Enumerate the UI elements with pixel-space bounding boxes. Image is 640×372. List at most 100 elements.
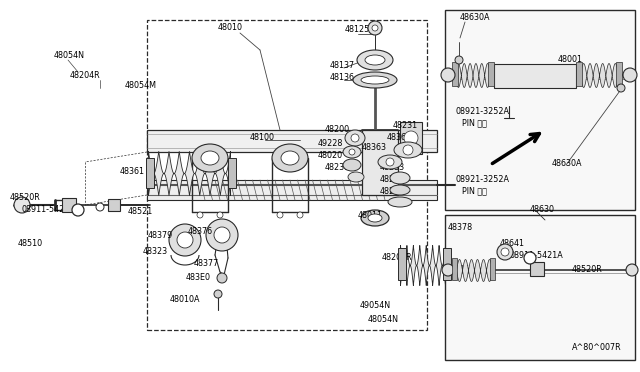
Text: 08911-5421A: 08911-5421A <box>22 205 76 215</box>
Ellipse shape <box>343 159 361 171</box>
Text: 48520R: 48520R <box>572 266 603 275</box>
Ellipse shape <box>192 144 228 172</box>
Text: 48362: 48362 <box>387 132 412 141</box>
Circle shape <box>214 290 222 298</box>
Text: N: N <box>76 208 81 212</box>
Ellipse shape <box>169 224 201 256</box>
Circle shape <box>351 134 359 142</box>
Bar <box>445 215 635 360</box>
Text: 48630A: 48630A <box>460 13 490 22</box>
Circle shape <box>277 212 283 218</box>
Circle shape <box>372 25 378 31</box>
Ellipse shape <box>345 130 365 146</box>
Ellipse shape <box>206 219 238 251</box>
Text: 48137: 48137 <box>330 61 355 70</box>
Circle shape <box>197 212 203 218</box>
Text: N: N <box>527 256 532 260</box>
Text: 48376: 48376 <box>188 228 213 237</box>
Text: 48236: 48236 <box>380 187 405 196</box>
Text: 48233: 48233 <box>380 164 405 173</box>
Bar <box>400 122 422 154</box>
Ellipse shape <box>348 172 364 182</box>
Text: 08911-5421A: 08911-5421A <box>510 250 564 260</box>
Ellipse shape <box>361 76 389 84</box>
Text: 48136: 48136 <box>330 74 355 83</box>
Text: 49054N: 49054N <box>360 301 391 310</box>
Bar <box>530 262 544 276</box>
Ellipse shape <box>365 55 385 65</box>
Text: 48377: 48377 <box>194 259 220 267</box>
Text: 48100: 48100 <box>250 134 275 142</box>
Circle shape <box>455 56 463 64</box>
Circle shape <box>386 158 394 166</box>
Circle shape <box>368 21 382 35</box>
Bar <box>62 198 76 212</box>
Bar <box>147 180 437 200</box>
Bar <box>228 158 236 188</box>
Text: 48011: 48011 <box>358 211 383 219</box>
Bar <box>443 248 451 280</box>
Text: 48020: 48020 <box>318 151 343 160</box>
Ellipse shape <box>281 151 299 165</box>
Text: 48239: 48239 <box>325 163 350 171</box>
Text: 08921-3252A: 08921-3252A <box>456 176 510 185</box>
Text: 48378: 48378 <box>448 224 473 232</box>
Circle shape <box>349 149 355 155</box>
Bar <box>147 130 437 152</box>
Text: 48630A: 48630A <box>552 158 582 167</box>
Bar <box>452 62 458 86</box>
Bar <box>398 248 406 280</box>
Text: 483E0: 483E0 <box>186 273 211 282</box>
Ellipse shape <box>201 151 219 165</box>
Text: 48054M: 48054M <box>125 81 157 90</box>
Circle shape <box>623 68 637 82</box>
Circle shape <box>217 273 227 283</box>
Text: 49228: 49228 <box>318 138 344 148</box>
Circle shape <box>297 212 303 218</box>
Ellipse shape <box>214 227 230 243</box>
Text: 48521: 48521 <box>128 206 153 215</box>
Ellipse shape <box>388 197 412 207</box>
Circle shape <box>403 145 413 155</box>
Text: 48010: 48010 <box>218 23 243 32</box>
Ellipse shape <box>353 72 397 88</box>
Text: 08921-3252A: 08921-3252A <box>456 108 510 116</box>
Circle shape <box>14 197 30 213</box>
Text: 48054N: 48054N <box>368 314 399 324</box>
Ellipse shape <box>378 155 402 169</box>
Circle shape <box>626 264 638 276</box>
Text: 48010A: 48010A <box>170 295 200 305</box>
Circle shape <box>617 84 625 92</box>
Circle shape <box>497 244 513 260</box>
Ellipse shape <box>394 142 422 158</box>
Ellipse shape <box>177 232 193 248</box>
Circle shape <box>217 212 223 218</box>
Text: 48203R: 48203R <box>382 253 413 263</box>
Ellipse shape <box>357 50 393 70</box>
Bar <box>146 158 154 188</box>
Ellipse shape <box>343 146 361 158</box>
Text: 48641: 48641 <box>500 238 525 247</box>
Text: 48361: 48361 <box>120 167 145 176</box>
Circle shape <box>72 204 84 216</box>
Bar <box>362 130 398 195</box>
Bar <box>616 62 622 86</box>
Bar <box>445 10 635 210</box>
Text: 48520R: 48520R <box>10 193 41 202</box>
Text: 48323: 48323 <box>143 247 168 257</box>
Text: 48379: 48379 <box>148 231 173 241</box>
Ellipse shape <box>272 144 308 172</box>
Circle shape <box>442 264 454 276</box>
Ellipse shape <box>390 185 410 195</box>
Circle shape <box>404 131 418 145</box>
Text: 48630: 48630 <box>530 205 555 215</box>
Text: 48054N: 48054N <box>54 51 85 60</box>
Text: PIN ビン: PIN ビン <box>462 119 487 128</box>
Bar <box>488 62 494 86</box>
Bar <box>108 199 120 211</box>
Text: 48204R: 48204R <box>70 71 100 80</box>
Circle shape <box>441 68 455 82</box>
Text: 48231: 48231 <box>393 121 418 129</box>
Text: A^80^007R: A^80^007R <box>572 343 621 353</box>
Ellipse shape <box>368 214 382 222</box>
